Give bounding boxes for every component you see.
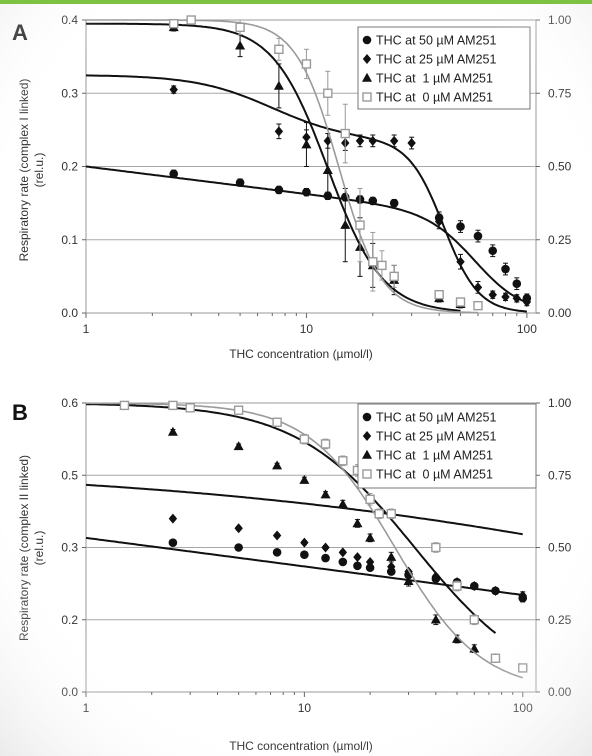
- y-tick-label: 0.6: [61, 396, 78, 410]
- data-point: [320, 439, 331, 449]
- panel-label: B: [12, 400, 28, 425]
- data-point: [456, 222, 465, 231]
- data-point: [374, 509, 384, 519]
- data-point: [353, 561, 362, 571]
- y2-tick-label: 0.50: [548, 541, 572, 555]
- data-point: [365, 494, 375, 505]
- data-point: [455, 297, 466, 307]
- data-point: [488, 246, 498, 256]
- y-tick-label: 0.2: [61, 160, 78, 174]
- y-axis-label: Respiratory rate (complex I linked)(rel.…: [17, 79, 46, 262]
- legend: THC at 50 µM AM251 THC at 25 µM AM251 THC …: [357, 403, 537, 489]
- data-point: [512, 279, 522, 289]
- data-point: [323, 88, 333, 98]
- data-point: [473, 300, 483, 311]
- x-axis-label: THC concentration (µmol/l): [229, 739, 373, 753]
- data-point: [340, 128, 350, 139]
- x-tick-label: 1: [83, 322, 90, 336]
- data-point: [299, 434, 310, 444]
- legend-entry: THC at 50 µM AM251: [376, 34, 496, 48]
- y2-tick-label: 1.00: [548, 13, 572, 27]
- y-tick-label: 0.0: [61, 306, 78, 320]
- data-point: [338, 456, 348, 466]
- legend-marker: [362, 469, 372, 479]
- legend-entry: THC at 25 µM AM251: [376, 53, 496, 67]
- y-tick-label: 0.1: [61, 233, 78, 247]
- y-tick-label: 0.0: [61, 685, 78, 699]
- x-tick-label: 1: [83, 701, 90, 715]
- legend-marker: [362, 35, 372, 45]
- data-point: [452, 581, 462, 591]
- x-axis-label: THC concentration (µmol/l): [229, 347, 373, 361]
- data-point: [272, 417, 282, 427]
- y-tick-label: 0.5: [61, 468, 78, 482]
- y-tick-label: 0.3: [61, 541, 78, 555]
- data-point: [338, 557, 348, 567]
- top-accent-bar: [0, 0, 592, 4]
- legend-marker: [362, 92, 372, 102]
- panel-a: 0.0 0.1 0.2 0.3 0.4 0.00 0.25 0.50 0.75 1.00 1 10 10…: [12, 13, 572, 361]
- data-point: [302, 187, 311, 197]
- data-point: [119, 400, 130, 411]
- panel-b: 0.0 0.2 0.3 0.5 0.6 0.00 0.25 0.50 0.75 1.00 1 10 10…: [12, 396, 572, 753]
- data-point: [473, 231, 483, 241]
- data-point: [274, 185, 284, 195]
- data-point: [301, 59, 312, 69]
- y2-tick-label: 0.00: [548, 685, 572, 699]
- data-point: [168, 538, 178, 547]
- data-point: [185, 403, 195, 413]
- legend-entry: THC at 1 µM AM251: [376, 72, 493, 86]
- data-point: [168, 400, 178, 411]
- y2-tick-label: 0.50: [548, 160, 572, 174]
- data-point: [274, 44, 284, 54]
- y-axis-label: Respiratory rate (complex II linked)(rel…: [17, 455, 46, 641]
- data-point: [389, 271, 399, 282]
- panel-label: A: [12, 20, 28, 45]
- legend-entry: THC at 0 µM AM251: [376, 468, 493, 482]
- data-point: [169, 169, 179, 179]
- x-tick-label: 100: [517, 322, 537, 336]
- y2-tick-label: 0.25: [548, 613, 572, 627]
- data-point: [490, 653, 501, 663]
- data-point: [431, 542, 441, 553]
- data-point: [321, 553, 330, 563]
- legend-entry: THC at 25 µM AM251: [376, 430, 496, 444]
- data-point: [300, 550, 309, 560]
- data-point: [235, 22, 245, 33]
- legend-marker: [362, 412, 372, 422]
- legend: THC at 50 µM AM251 THC at 25 µM AM251 THC …: [357, 26, 531, 110]
- y2-tick-label: 0.75: [548, 86, 572, 100]
- data-point: [186, 15, 196, 25]
- y-tick-label: 0.2: [61, 613, 78, 627]
- x-tick-label: 10: [298, 701, 312, 715]
- data-point: [469, 615, 479, 625]
- legend-entry: THC at 1 µM AM251: [376, 449, 493, 463]
- y-tick-label: 0.4: [61, 13, 78, 27]
- y2-tick-label: 0.75: [548, 468, 572, 482]
- data-point: [235, 178, 245, 187]
- y2-tick-label: 0.25: [548, 233, 572, 247]
- data-point: [355, 220, 365, 230]
- y-tick-label: 0.3: [61, 86, 78, 100]
- data-point: [377, 260, 387, 271]
- x-tick-label: 10: [300, 322, 314, 336]
- data-point: [233, 405, 244, 415]
- data-point: [368, 196, 378, 206]
- y2-tick-label: 1.00: [548, 396, 572, 410]
- data-point: [368, 257, 378, 267]
- data-point: [389, 198, 399, 208]
- data-point: [518, 663, 528, 673]
- data-point: [434, 289, 444, 300]
- data-point: [386, 509, 396, 519]
- x-tick-label: 100: [513, 701, 533, 715]
- legend-entry: THC at 50 µM AM251: [376, 411, 496, 425]
- data-point: [272, 548, 282, 557]
- data-point: [501, 264, 510, 274]
- y2-tick-label: 0.00: [548, 306, 572, 320]
- data-point: [169, 18, 179, 29]
- legend-entry: THC at 0 µM AM251: [376, 91, 493, 105]
- data-point: [234, 543, 243, 552]
